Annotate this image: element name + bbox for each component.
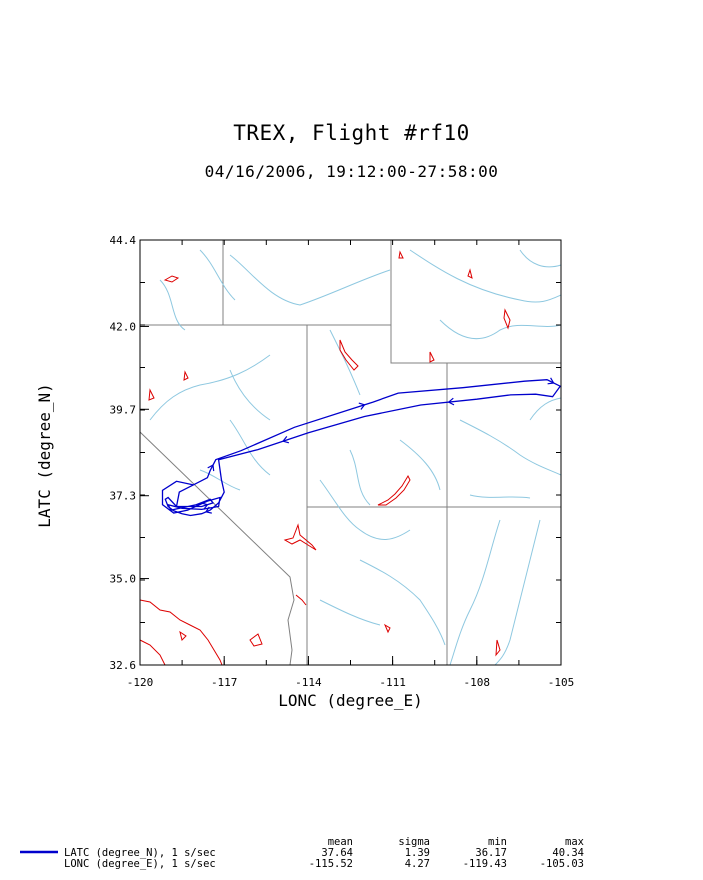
plot-frame bbox=[139, 239, 562, 666]
statistics-table: mean sigma min max LATC (degree_N), 1 s/… bbox=[18, 836, 598, 870]
lake-outline bbox=[148, 388, 155, 401]
x-tick-label: -120 bbox=[127, 676, 154, 689]
x-tick-label: -117 bbox=[211, 676, 238, 689]
stats-row: LONC (degree_E), 1 s/sec -115.52 4.27 -1… bbox=[18, 858, 598, 870]
lake-outline bbox=[429, 351, 435, 363]
lake-outline bbox=[467, 268, 473, 279]
chart-title: TREX, Flight #rf10 bbox=[233, 121, 470, 145]
river-line bbox=[449, 519, 501, 666]
stats-header-sigma: sigma bbox=[398, 836, 430, 848]
direction-arrow bbox=[201, 502, 209, 510]
y-tick-label: 37.3 bbox=[110, 490, 137, 503]
river-line bbox=[349, 449, 371, 506]
stats-min: -119.43 bbox=[462, 858, 507, 870]
state-borders bbox=[139, 240, 561, 666]
direction-arrow bbox=[207, 464, 215, 472]
river-line bbox=[159, 279, 186, 331]
x-tick-label: -105 bbox=[548, 676, 575, 689]
river-line bbox=[439, 319, 562, 340]
y-tick-label: 42.0 bbox=[110, 320, 137, 333]
stats-header-min: min bbox=[488, 836, 507, 848]
direction-arrow bbox=[547, 377, 555, 385]
border-line bbox=[140, 240, 392, 326]
river-line bbox=[149, 354, 271, 421]
lake-outline bbox=[495, 639, 501, 657]
river-line bbox=[319, 479, 411, 540]
border-line bbox=[390, 325, 561, 364]
stats-row-label: LONC (degree_E), 1 s/sec bbox=[64, 858, 216, 870]
axes-layer: -120 -117 -114 -111 -108 -105 32.6 35.0 37.3 39.7… bbox=[35, 234, 574, 710]
x-tick-label: -108 bbox=[464, 676, 491, 689]
stats-header-max: max bbox=[565, 836, 584, 848]
direction-arrow bbox=[358, 402, 366, 410]
lake-outline bbox=[383, 623, 391, 634]
track-layer bbox=[161, 377, 562, 517]
river-line bbox=[409, 249, 562, 303]
river-line bbox=[229, 419, 271, 476]
lake-outline bbox=[183, 370, 189, 381]
direction-arrow bbox=[282, 436, 290, 444]
lake-outline bbox=[139, 639, 166, 666]
lake-outline bbox=[398, 250, 404, 259]
river-line bbox=[529, 397, 562, 421]
rivers bbox=[149, 249, 562, 666]
flight-track-line bbox=[161, 379, 562, 517]
stats-max: 40.34 bbox=[552, 847, 584, 859]
x-tick-label: -111 bbox=[379, 676, 406, 689]
river-line bbox=[494, 519, 541, 666]
x-tick-label: -114 bbox=[295, 676, 322, 689]
legend-line-swatch bbox=[20, 850, 58, 854]
river-line bbox=[359, 559, 446, 646]
river-line bbox=[519, 249, 562, 268]
border-line bbox=[139, 431, 295, 666]
lake-outline bbox=[283, 523, 317, 551]
lake-outline bbox=[179, 630, 187, 641]
river-line bbox=[459, 419, 562, 476]
lake-outline bbox=[139, 599, 223, 666]
river-line bbox=[319, 599, 381, 626]
lake-outline bbox=[377, 474, 411, 506]
x-axis-label: LONC (degree_E) bbox=[278, 691, 423, 710]
lakes bbox=[139, 250, 511, 666]
y-tick-label: 44.4 bbox=[110, 234, 137, 247]
stats-sigma: 4.27 bbox=[404, 858, 430, 870]
river-line bbox=[469, 494, 531, 499]
stats-row: LATC (degree_N), 1 s/sec 37.64 1.39 36.1… bbox=[18, 847, 598, 859]
stats-mean: 37.64 bbox=[321, 847, 353, 859]
direction-arrow bbox=[447, 397, 455, 406]
y-tick-label: 39.7 bbox=[110, 403, 137, 416]
stats-header-row: mean sigma min max bbox=[18, 836, 598, 848]
river-line bbox=[199, 249, 236, 301]
direction-arrow bbox=[205, 506, 212, 514]
y-tick-label: 35.0 bbox=[110, 573, 137, 586]
stats-sigma: 1.39 bbox=[404, 847, 430, 859]
river-line bbox=[199, 469, 241, 491]
chart-subtitle: 04/16/2006, 19:12:00-27:58:00 bbox=[204, 162, 499, 181]
lake-outline bbox=[249, 633, 263, 647]
lake-outline bbox=[295, 594, 307, 606]
y-axis-label: LATC (degree_N) bbox=[35, 383, 54, 528]
map-layer bbox=[139, 240, 562, 666]
lake-outline bbox=[163, 275, 180, 283]
river-line bbox=[229, 369, 271, 421]
stats-min: 36.17 bbox=[475, 847, 507, 859]
river-line bbox=[229, 254, 391, 306]
stats-max: -105.03 bbox=[539, 858, 584, 870]
stats-header-mean: mean bbox=[327, 836, 353, 848]
stats-mean: -115.52 bbox=[308, 858, 353, 870]
river-line bbox=[399, 439, 441, 491]
lake-outline bbox=[339, 339, 359, 371]
y-tick-label: 32.6 bbox=[110, 659, 137, 672]
river-line bbox=[329, 329, 361, 396]
lake-outline bbox=[503, 308, 511, 330]
stats-row-label: LATC (degree_N), 1 s/sec bbox=[64, 847, 216, 859]
